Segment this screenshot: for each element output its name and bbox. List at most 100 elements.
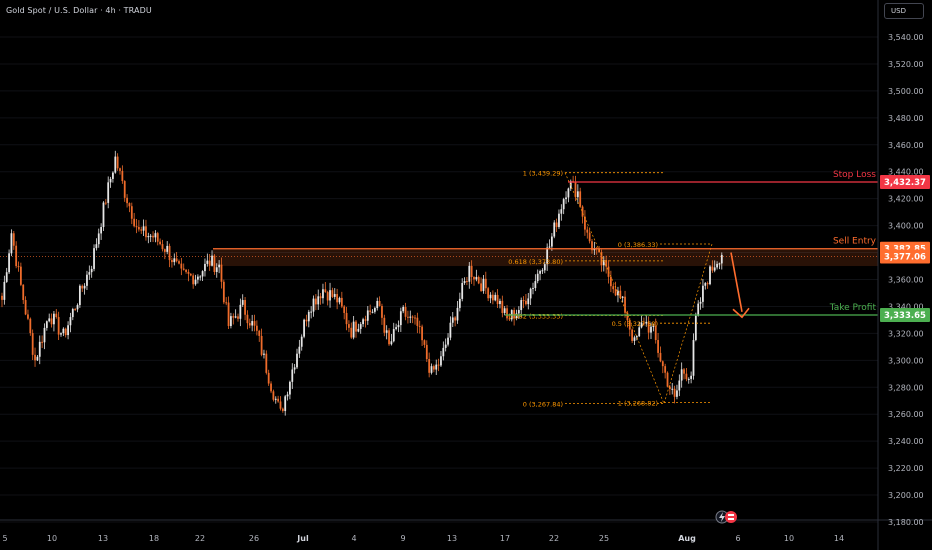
candle-body <box>480 283 482 292</box>
candle-body <box>258 330 261 336</box>
candle-body <box>71 309 74 318</box>
candle-body <box>263 353 265 355</box>
candle-body <box>373 308 376 312</box>
candle-body <box>43 327 46 343</box>
price-tick-label: 3,540.00 <box>888 33 924 42</box>
price-tick-label: 3,320.00 <box>888 329 924 338</box>
candle-body <box>407 316 409 318</box>
candle-body <box>62 328 65 334</box>
candle-body <box>388 330 390 345</box>
candle-body <box>277 398 280 402</box>
candle-body <box>19 266 22 285</box>
time-tick-label: 17 <box>500 534 510 543</box>
candle-body <box>532 288 534 290</box>
candle-body <box>201 271 204 277</box>
candle-body <box>270 383 272 392</box>
level-zones <box>0 248 878 267</box>
time-tick-label: Jul <box>296 534 309 543</box>
fib-level-label: 0.618 (3,373.80) <box>508 258 563 266</box>
fib-level-label: 0 (3,267.84) <box>523 401 563 409</box>
price-tick-label: 3,400.00 <box>888 222 924 231</box>
candle-body <box>409 316 412 318</box>
candle-body <box>225 302 228 304</box>
candle-body <box>194 279 197 285</box>
candle-body <box>614 289 617 296</box>
candle-body <box>437 364 440 366</box>
candle-body <box>529 288 532 299</box>
candle-body <box>350 327 353 338</box>
candle-body <box>461 283 464 299</box>
candle-body <box>359 324 362 329</box>
candle-body <box>489 294 492 299</box>
candle-body <box>565 197 567 200</box>
candle-body <box>135 226 138 228</box>
candle-body <box>175 258 178 262</box>
candle-body <box>93 248 95 269</box>
candle-body <box>501 300 504 313</box>
candle-body <box>239 304 242 319</box>
fib-level-label: 0.382 (3,333.33) <box>508 312 563 320</box>
level-label: Stop Loss <box>833 170 876 180</box>
candle-body <box>555 222 558 227</box>
projection-arrow[interactable] <box>730 252 750 319</box>
fib-level-label: 1 (3,439.29) <box>523 170 563 178</box>
candle-body <box>482 278 485 292</box>
candle-body <box>31 333 34 355</box>
price-tick-label: 3,360.00 <box>888 276 924 285</box>
candle-body <box>310 311 313 313</box>
currency-button[interactable]: USD <box>884 3 924 19</box>
time-tick-label: 9 <box>400 534 405 543</box>
candle-body <box>137 227 140 230</box>
candle-body <box>348 324 350 328</box>
candle-body <box>102 202 105 228</box>
candle-body <box>133 218 136 227</box>
candle-body <box>293 367 296 370</box>
level-lines[interactable]: Stop Loss Sell Entry Take Profit <box>213 170 878 316</box>
candle-body <box>676 390 678 397</box>
fib-level-label: 0 (3,386.33) <box>618 241 658 249</box>
price-badge-label: 3,377.06 <box>884 253 926 263</box>
candle-body <box>699 301 702 304</box>
candle-body <box>307 311 310 322</box>
flag-icon[interactable] <box>725 511 737 523</box>
candle-body <box>312 298 315 312</box>
price-axis[interactable]: 3,180.00 3,200.00 3,220.00 3,240.00 3,260.00… <box>888 33 924 527</box>
candle-body <box>399 311 402 326</box>
candle-body <box>12 233 15 246</box>
price-tick-label: 3,240.00 <box>888 437 924 446</box>
candle-body <box>178 261 180 264</box>
candle-body <box>244 300 246 315</box>
candle-body <box>657 340 659 353</box>
candle-body <box>591 241 593 251</box>
candle-body <box>355 321 357 332</box>
candle-body <box>322 289 324 299</box>
time-tick-label: 14 <box>834 534 844 543</box>
candle-body <box>147 236 150 238</box>
candle-body <box>180 263 183 269</box>
candle-body <box>484 278 487 289</box>
candle-body <box>230 316 232 327</box>
candle-body <box>215 267 218 272</box>
candle-body <box>34 354 36 361</box>
candle-body <box>645 321 648 324</box>
candle-body <box>369 310 372 312</box>
price-tick-label: 3,500.00 <box>888 87 924 96</box>
candle-body <box>541 270 544 272</box>
candle-body <box>697 303 700 316</box>
time-tick-label: 18 <box>149 534 159 543</box>
candle-body <box>251 321 254 326</box>
candle-body <box>95 244 98 249</box>
candle-body <box>428 359 431 373</box>
candle-body <box>324 289 327 293</box>
fibonacci-overlay[interactable]: 1 (3,439.29) 0.618 (3,373.80) 0.382 (3,333… <box>508 170 713 409</box>
candle-body <box>499 300 501 305</box>
candle-body <box>397 325 400 328</box>
candle-body <box>609 276 612 287</box>
arrow-shaft <box>730 252 743 312</box>
time-tick-label: 5 <box>2 534 7 543</box>
time-axis[interactable]: 5 10 13 18 22 26 Jul 4 9 13 17 22 25 Aug 6 10 14 <box>2 534 844 543</box>
price-tick-label: 3,520.00 <box>888 60 924 69</box>
arrow-head <box>732 307 750 319</box>
